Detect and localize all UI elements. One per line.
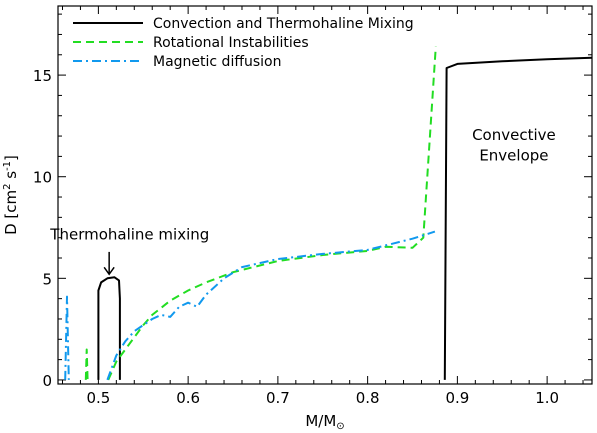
series-lines [64,46,593,381]
legend: Convection and Thermohaline Mixing Rotati… [73,16,414,70]
y-tick-label: 15 [33,67,52,85]
plot-frame [57,5,593,385]
x-tick-label: 0.6 [176,389,200,407]
annotation-text: Convective [472,126,556,144]
series-line-2 [84,348,89,380]
x-tick-label: 0.7 [266,389,290,407]
x-tick-label: 0.8 [356,389,380,407]
x-tick-label: 0.5 [86,389,110,407]
series-line-1 [443,56,593,380]
annotations: Thermohaline mixing Convective Envelope [49,126,556,276]
x-tick-label: 1.0 [535,389,559,407]
y-tick-label: 10 [33,169,52,187]
series-line-3 [106,230,436,381]
series-line-2 [107,46,437,381]
annotation-text: Thermohaline mixing [49,226,209,244]
annotation-arrow-head [103,266,115,276]
series-line-1 [97,276,121,380]
x-tick-label: 0.9 [445,389,469,407]
x-axis-title: M/M⊙ [305,412,344,432]
y-axis-title: D [cm2 s-1] [2,155,20,235]
annotation-text: Envelope [479,146,548,164]
legend-label-3: Magnetic diffusion [153,54,281,70]
legend-label-1: Convection and Thermohaline Mixing [153,16,414,32]
legend-label-2: Rotational Instabilities [153,35,309,51]
y-tick-label: 0 [42,372,52,390]
y-tick-label: 5 [42,270,52,288]
axis-ticks: 0.5 0.6 0.7 0.8 0.9 1.0 0 5 10 15 [33,6,592,407]
series-line-3 [64,295,70,380]
